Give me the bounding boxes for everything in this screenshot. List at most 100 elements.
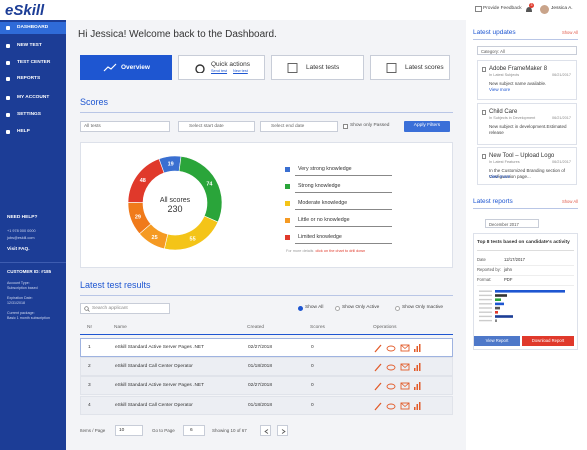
update-card: Adobe FrameMaker 8 In Latest Subjects 06/2… xyxy=(477,60,577,100)
page-input[interactable]: 6 xyxy=(183,425,205,436)
notification-badge[interactable]: 3 xyxy=(529,2,534,8)
legend-rule xyxy=(295,209,392,210)
menu-label: MY ACCOUNT xyxy=(17,95,50,100)
legend-swatch xyxy=(285,184,290,189)
customer-info: Current package: xyxy=(7,311,35,315)
view-icon xyxy=(386,383,396,390)
checkbox-label: Show only Passed xyxy=(350,123,390,128)
sidebar xyxy=(0,20,66,450)
column-header: Created xyxy=(247,325,265,330)
tab-link[interactable]: New test xyxy=(233,69,248,73)
filter-input[interactable]: Select start date xyxy=(178,121,255,132)
tab[interactable]: Latest tests xyxy=(271,55,364,80)
page-button[interactable] xyxy=(277,425,288,436)
report-icon xyxy=(414,387,416,390)
table-row[interactable]: 3 eSkill Standard Active Server Pages .NE… xyxy=(80,376,453,395)
faq-link[interactable]: Visit FAQ. xyxy=(7,247,30,252)
report-icon xyxy=(416,384,418,390)
apply-label: Apply Filters xyxy=(413,123,441,128)
items-select[interactable]: 10 xyxy=(115,425,143,436)
show-all-link[interactable]: Show All xyxy=(561,199,578,204)
view-more[interactable]: View more xyxy=(489,174,511,179)
rect xyxy=(475,6,482,12)
search-icon xyxy=(84,306,90,312)
month-select[interactable]: December 2017 xyxy=(485,219,539,228)
report-bar-label xyxy=(479,315,492,318)
show-all-link[interactable]: Show All xyxy=(561,30,578,35)
view-report-button[interactable]: View Report xyxy=(474,336,520,346)
radio[interactable] xyxy=(395,306,400,311)
menu-item[interactable]: MY ACCOUNT xyxy=(0,92,66,104)
tab[interactable]: Quick actions Send test New test xyxy=(178,55,265,80)
table-cell: 1 xyxy=(88,345,91,350)
button-label: Download Report xyxy=(531,338,565,343)
table-row[interactable]: 1 eSkill Standard Active Server Pages .NE… xyxy=(80,338,453,357)
legend-rule xyxy=(295,175,392,176)
donut-segment xyxy=(178,156,223,223)
report-field-value: john xyxy=(504,267,512,272)
radio[interactable] xyxy=(335,306,340,311)
tab[interactable]: Overview xyxy=(80,55,172,80)
edit-icon xyxy=(374,382,382,391)
report-icon xyxy=(419,344,421,352)
row-actions xyxy=(374,402,421,411)
menu-item[interactable]: NEW TEST xyxy=(0,40,66,52)
menu-item[interactable]: SETTINGS xyxy=(0,109,66,121)
update-icon xyxy=(482,154,486,159)
apply-button[interactable]: Apply Filters xyxy=(404,121,450,132)
table-row[interactable]: 4 eSkill Standard Call Center Operator 01/… xyxy=(80,396,453,415)
donut-total: 230 xyxy=(167,204,182,214)
avatar[interactable] xyxy=(540,5,549,14)
tab-icon xyxy=(195,64,205,73)
menu-icon xyxy=(6,44,10,48)
category-select[interactable]: Category: All xyxy=(477,46,577,55)
user-name[interactable]: Jessica A. xyxy=(551,6,573,11)
menu-label: DASHBOARD xyxy=(17,25,49,30)
menu-item[interactable]: DASHBOARD xyxy=(0,22,66,34)
polyline xyxy=(264,429,269,434)
checkbox[interactable] xyxy=(343,124,348,129)
report-bar xyxy=(495,311,498,314)
search-box[interactable]: Search applicant xyxy=(80,303,170,314)
update-card: Child Care In Subjects in Development 06/2… xyxy=(477,103,577,145)
report-bar-label xyxy=(479,307,492,309)
download-report-button[interactable]: Download Report xyxy=(522,336,574,346)
report-icon xyxy=(416,365,418,371)
report-chart xyxy=(479,290,565,322)
table-cell: eSkill Standard Call Center Operator xyxy=(115,403,193,408)
bell-icon xyxy=(526,7,532,12)
report-rule xyxy=(477,285,574,286)
update-category: In Subjects in Development xyxy=(489,116,536,120)
tab-label: Latest tests xyxy=(306,64,340,71)
circle xyxy=(84,306,89,311)
panel-title: Latest updates xyxy=(473,29,516,36)
report-bar-label xyxy=(479,311,492,313)
update-text: New subject name available. xyxy=(489,81,547,86)
table-row[interactable]: 2 eSkill Standard Call Center Operator 01/… xyxy=(80,357,453,376)
note-link[interactable]: click on the chart to drill down xyxy=(315,249,366,253)
filter-input[interactable]: Select end date xyxy=(260,121,338,132)
filter-input[interactable]: All tests xyxy=(80,121,170,132)
report-bar-label xyxy=(479,294,492,297)
view-more[interactable]: View more xyxy=(489,87,511,92)
table-cell: eSkill Standard Call Center Operator xyxy=(115,364,193,369)
menu-item[interactable]: HELP xyxy=(0,126,66,138)
radio[interactable] xyxy=(298,306,303,311)
row-actions xyxy=(374,344,421,353)
tab-link[interactable]: Send test xyxy=(211,69,228,73)
mail-icon xyxy=(400,363,410,371)
pagination-label: Go to Page xyxy=(152,428,175,433)
filter-text: Select end date xyxy=(271,124,305,129)
update-icon xyxy=(482,67,486,72)
filter-text: Select start date xyxy=(189,124,224,129)
feedback-link[interactable]: Provide Feedback xyxy=(483,6,522,11)
header-rule xyxy=(80,334,453,335)
report-icon xyxy=(419,402,421,410)
menu-item[interactable]: REPORTS xyxy=(0,73,66,85)
tab[interactable]: Latest scores xyxy=(370,55,450,80)
page-button[interactable] xyxy=(260,425,271,436)
report-rule xyxy=(477,275,574,276)
legend-label: Strong knowledge xyxy=(298,183,341,189)
customer-info: Subscription based xyxy=(7,286,38,290)
menu-item[interactable]: TEST CENTER xyxy=(0,57,66,69)
